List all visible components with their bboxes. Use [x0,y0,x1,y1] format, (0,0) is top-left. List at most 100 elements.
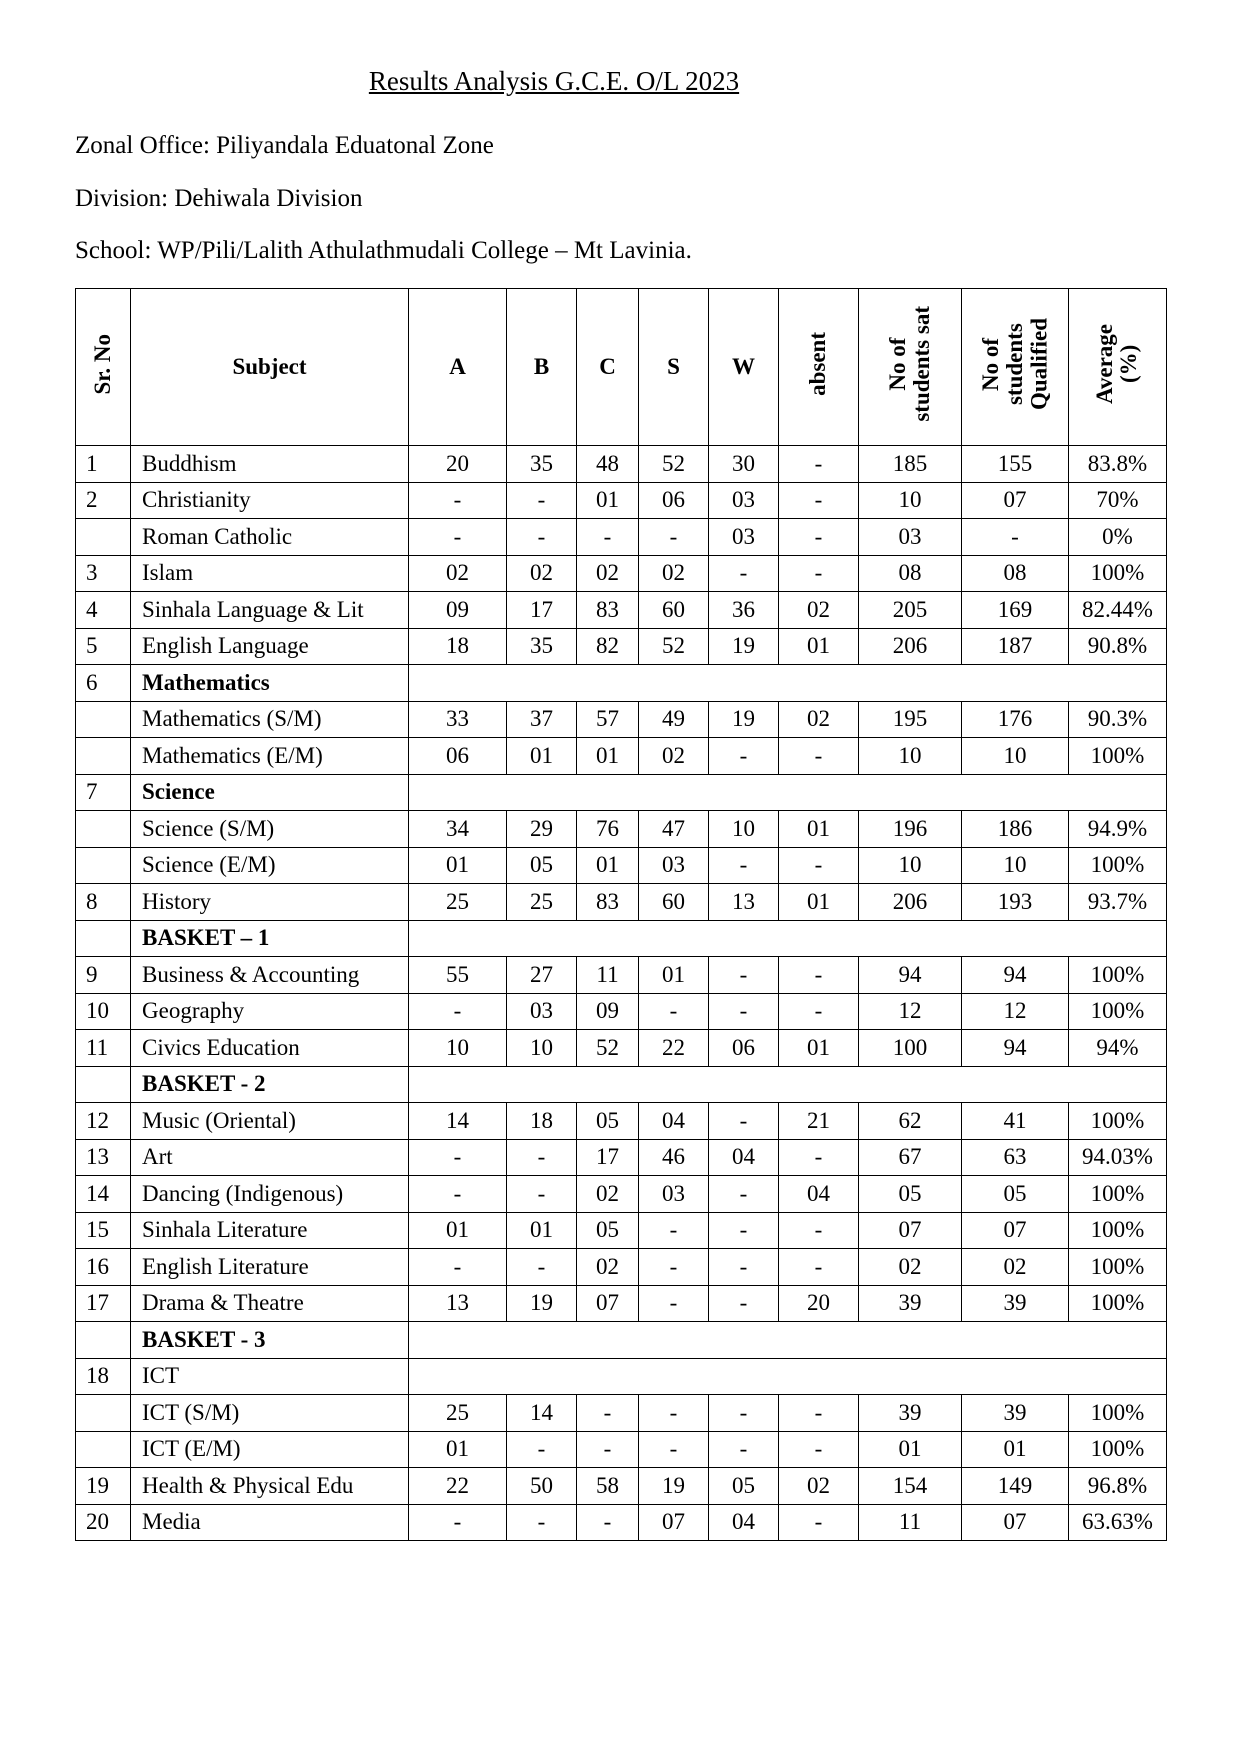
result-cell: - [638,1248,709,1286]
result-cell: 52 [576,1029,639,1067]
result-cell: - [778,518,859,556]
subject: Art [130,1138,409,1176]
result-cell: - [408,1138,507,1176]
result-cell: - [708,1284,779,1322]
table-row: 17 Drama & Theatre 13 19 07- -20 39 39 100% [75,1284,1167,1322]
result-cell: 94.03% [1068,1138,1167,1176]
table-row: 6 Mathematics [75,664,1167,702]
result-cell: 04 [778,1175,859,1213]
result-cell: 06 [408,737,507,775]
column-header: Average (%) [1068,288,1167,446]
result-cell: 100 [858,1029,962,1067]
header-text: absent [805,332,831,396]
result-cell: 100% [1068,956,1167,994]
result-cell: 48 [576,445,639,483]
result-cell: 82.44% [1068,591,1167,629]
result-cell: - [638,518,709,556]
result-cell: - [708,737,779,775]
result-cell: 169 [961,591,1069,629]
table-row: 3 Islam 02 02 02 02- -08 08 100% [75,554,1167,592]
result-cell: - [506,1503,577,1541]
result-cell: 10 [858,481,962,519]
result-cell: 01 [858,1430,962,1468]
header-text: W [732,354,755,379]
serial-number [75,737,131,775]
subject: Sinhala Literature [130,1211,409,1249]
serial-number [75,810,131,848]
result-cell: 196 [858,810,962,848]
serial-number: 2 [75,481,131,519]
result-cell: 11 [576,956,639,994]
column-header: W [708,288,779,446]
merged-cell [408,1065,1167,1103]
result-cell: 01 [408,846,507,884]
result-cell: 76 [576,810,639,848]
subject: Islam [130,554,409,592]
result-cell: 17 [576,1138,639,1176]
result-cell: 176 [961,700,1069,738]
result-cell: 100% [1068,1211,1167,1249]
result-cell: 13 [408,1284,507,1322]
result-cell: 01 [778,627,859,665]
result-cell: 02 [576,1175,639,1213]
serial-number: 18 [75,1357,131,1395]
result-cell: 49 [638,700,709,738]
serial-number [75,518,131,556]
rotated-label: Sr. No [90,334,115,395]
merged-cell [408,919,1167,957]
result-cell: 100% [1068,1284,1167,1322]
subject: Mathematics [130,664,409,702]
result-cell: 63 [961,1138,1069,1176]
result-cell: 10 [858,737,962,775]
header-text: Average [1092,323,1118,405]
rotated-label: No of students Qualified [978,318,1051,410]
result-cell: 94 [858,956,962,994]
result-cell: - [576,1394,639,1432]
result-cell: 94% [1068,1029,1167,1067]
table-row: BASKET - 2 [75,1065,1167,1103]
result-cell: - [506,481,577,519]
result-cell: 185 [858,445,962,483]
result-cell: 02 [778,591,859,629]
result-cell: 25 [506,883,577,921]
serial-number: 15 [75,1211,131,1249]
result-cell: - [576,1503,639,1541]
table-row: BASKET - 3 [75,1321,1167,1359]
result-cell: 39 [858,1394,962,1432]
serial-number: 1 [75,445,131,483]
table-row: 11 Civics Education 10 10 52 22 06 01 100 94 94% [75,1029,1167,1067]
result-cell: 29 [506,810,577,848]
result-cell: 07 [858,1211,962,1249]
serial-number: 19 [75,1467,131,1505]
zonal-office: Zonal Office: Piliyandala Eduatonal Zone [75,132,494,159]
header-text: students sat [909,306,934,422]
serial-number: 13 [75,1138,131,1176]
result-cell: - [778,1211,859,1249]
result-cell: 05 [576,1211,639,1249]
result-cell: - [778,846,859,884]
result-cell: - [638,1284,709,1322]
serial-number: 20 [75,1503,131,1541]
table-row: 18 ICT [75,1357,1167,1395]
result-cell: - [778,554,859,592]
result-cell: 195 [858,700,962,738]
header-text: (%) [1116,344,1142,384]
merged-cell [408,664,1167,702]
result-cell: - [778,956,859,994]
serial-number: 7 [75,773,131,811]
result-cell: 20 [408,445,507,483]
merged-cell [408,1357,1167,1395]
serial-number: 9 [75,956,131,994]
result-cell: 01 [576,846,639,884]
result-cell: 04 [638,1102,709,1140]
rotated-label: absent [805,332,831,396]
subject: ICT [130,1357,409,1395]
result-cell: 39 [858,1284,962,1322]
result-cell: - [408,481,507,519]
subject: Christianity [130,481,409,519]
result-cell: 25 [408,1394,507,1432]
result-cell: 67 [858,1138,962,1176]
